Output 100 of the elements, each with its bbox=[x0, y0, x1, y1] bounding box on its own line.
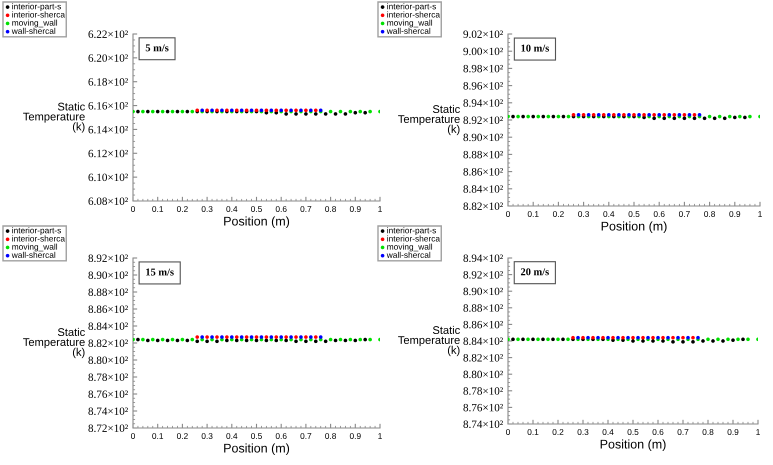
legend-label: interior-sherca bbox=[12, 235, 66, 242]
y-tick-label: 8.88×10² bbox=[463, 150, 503, 158]
y-tick-label: 8.76×10² bbox=[88, 390, 128, 398]
y-tick-label: 8.88×10² bbox=[88, 288, 128, 296]
y-tick-label: 8.86×10² bbox=[88, 305, 128, 314]
y-tick-label: 8.78×10² bbox=[463, 387, 503, 395]
x-tick-label: 0.6 bbox=[276, 206, 287, 212]
x-tick-label: 0.3 bbox=[578, 211, 590, 217]
y-tick-label: 9.02×10² bbox=[463, 30, 503, 38]
x-tick-label: 1 bbox=[758, 211, 762, 217]
x-tick-label: 0.8 bbox=[325, 206, 336, 212]
x-tick-label: 0.3 bbox=[202, 433, 213, 439]
legend-label: interior-sherca bbox=[387, 235, 440, 242]
text: 10 m/s bbox=[521, 44, 549, 52]
x-tick-label: 0.7 bbox=[300, 206, 312, 212]
x-tick-label: 0.5 bbox=[251, 206, 262, 212]
x-tick-label: 0.4 bbox=[603, 211, 614, 217]
x-tick-label: 0.9 bbox=[729, 211, 740, 217]
x-tick-label: 0.3 bbox=[202, 206, 213, 212]
x-tick-label: 0 bbox=[131, 433, 135, 439]
y-tick-label: 8.80×10² bbox=[463, 370, 503, 378]
x-tick-label: 0.9 bbox=[350, 206, 361, 212]
y-tick-label: 9.00×10² bbox=[463, 48, 503, 56]
x-tick-label: 0.2 bbox=[552, 211, 564, 217]
x-tick-label: 1 bbox=[378, 433, 382, 439]
x-tick-label: 0.6 bbox=[652, 429, 664, 435]
x-tick-label: 0.8 bbox=[702, 429, 714, 435]
x-tick-label: 0.2 bbox=[176, 433, 188, 439]
text: 15 m/s bbox=[146, 268, 174, 276]
x-axis-title: Position (m) bbox=[602, 221, 667, 234]
y-tick-label: 8.74×10² bbox=[88, 407, 128, 416]
text: 20 m/s bbox=[520, 268, 549, 276]
x-tick-label: 0.9 bbox=[728, 429, 738, 435]
x-tick-label: 0.4 bbox=[602, 429, 614, 435]
x-tick-label: 0.1 bbox=[152, 433, 164, 439]
y-tick-label: 8.72×10² bbox=[88, 424, 128, 432]
x-tick-label: 1 bbox=[378, 206, 382, 212]
x-tick-label: 0 bbox=[506, 211, 510, 217]
y-tick-label: 8.92×10² bbox=[88, 254, 128, 262]
y-tick-label: 6.16×10² bbox=[88, 102, 128, 110]
legend-label: moving_wall bbox=[12, 244, 58, 252]
y-tick-label: 8.94×10² bbox=[463, 254, 503, 262]
x-tick-label: 0.6 bbox=[276, 433, 287, 439]
y-tick-label: 8.88×10² bbox=[463, 304, 503, 312]
x-axis-title: Position (m) bbox=[224, 216, 290, 228]
x-tick-label: 0 bbox=[506, 429, 510, 435]
y-axis-title: Static Temperature (k) bbox=[23, 102, 85, 133]
y-tick-label: 8.90×10² bbox=[88, 271, 128, 280]
y-axis-title: Static Temperature (k) bbox=[23, 328, 85, 358]
x-tick-label: 1 bbox=[756, 429, 760, 435]
y-tick-label: 6.22×10² bbox=[88, 30, 128, 38]
x-tick-label: 0.1 bbox=[528, 429, 538, 435]
y-tick-label: 6.20×10² bbox=[88, 54, 128, 62]
y-tick-label: 8.86×10² bbox=[463, 320, 503, 328]
y-tick-label: 8.96×10² bbox=[463, 82, 503, 90]
y-tick-label: 6.08×10² bbox=[88, 197, 128, 206]
y-tick-label: 6.12×10² bbox=[88, 150, 128, 158]
x-tick-label: 0.3 bbox=[578, 429, 588, 435]
x-tick-label: 0.2 bbox=[552, 429, 564, 435]
legend-label: interior-sherca bbox=[12, 11, 66, 18]
x-tick-label: 0.2 bbox=[176, 206, 188, 212]
y-tick-label: 8.84×10² bbox=[88, 322, 128, 330]
legend-label: wall-shercal bbox=[12, 252, 56, 258]
legend-label: interior-part-s bbox=[387, 227, 436, 236]
text: 5 m/s bbox=[146, 44, 169, 52]
legend-label: interior-sherca bbox=[387, 11, 440, 18]
legend-label: moving_wall bbox=[387, 244, 432, 252]
legend-label: wall-shercal bbox=[386, 252, 430, 258]
y-axis-title: Static Temperature (k) bbox=[398, 326, 460, 356]
x-tick-label: 0.5 bbox=[628, 429, 638, 435]
legend-label: interior-part-s bbox=[12, 227, 61, 236]
legend-label: interior-part-s bbox=[12, 3, 61, 12]
x-tick-label: 0.5 bbox=[251, 433, 262, 439]
y-tick-label: 8.82×10² bbox=[88, 339, 128, 348]
x-tick-label: 0.8 bbox=[704, 211, 716, 217]
y-tick-label: 8.80×10² bbox=[88, 356, 128, 364]
y-axis-title: Static Temperature (k) bbox=[398, 104, 460, 136]
y-tick-label: 8.76×10² bbox=[463, 404, 503, 412]
y-tick-label: 8.82×10² bbox=[463, 354, 503, 362]
x-tick-label: 0.4 bbox=[226, 206, 238, 212]
y-tick-label: 6.18×10² bbox=[88, 78, 128, 86]
legend-label: moving_wall bbox=[387, 20, 432, 28]
x-tick-label: 0.7 bbox=[678, 429, 688, 435]
x-tick-label: 0.9 bbox=[350, 433, 361, 439]
y-tick-label: 8.78×10² bbox=[88, 373, 128, 382]
x-tick-label: 0.1 bbox=[152, 206, 164, 212]
y-tick-label: 8.90×10² bbox=[463, 134, 503, 142]
x-tick-label: 0.5 bbox=[628, 211, 640, 217]
x-tick-label: 0.6 bbox=[654, 211, 665, 217]
x-tick-label: 0.1 bbox=[528, 211, 539, 217]
y-tick-label: 8.92×10² bbox=[463, 116, 503, 124]
legend-label: wall-shercal bbox=[12, 28, 56, 34]
y-tick-label: 6.14×10² bbox=[88, 126, 128, 134]
legend-label: moving_wall bbox=[12, 20, 58, 28]
x-tick-label: 0.7 bbox=[678, 211, 690, 217]
y-tick-label: 8.90×10² bbox=[463, 288, 503, 296]
y-tick-label: 8.82×10² bbox=[463, 202, 503, 210]
y-tick-label: 6.10×10² bbox=[88, 174, 128, 182]
y-tick-label: 8.92×10² bbox=[463, 271, 503, 279]
x-axis-title: Position (m) bbox=[600, 439, 666, 452]
